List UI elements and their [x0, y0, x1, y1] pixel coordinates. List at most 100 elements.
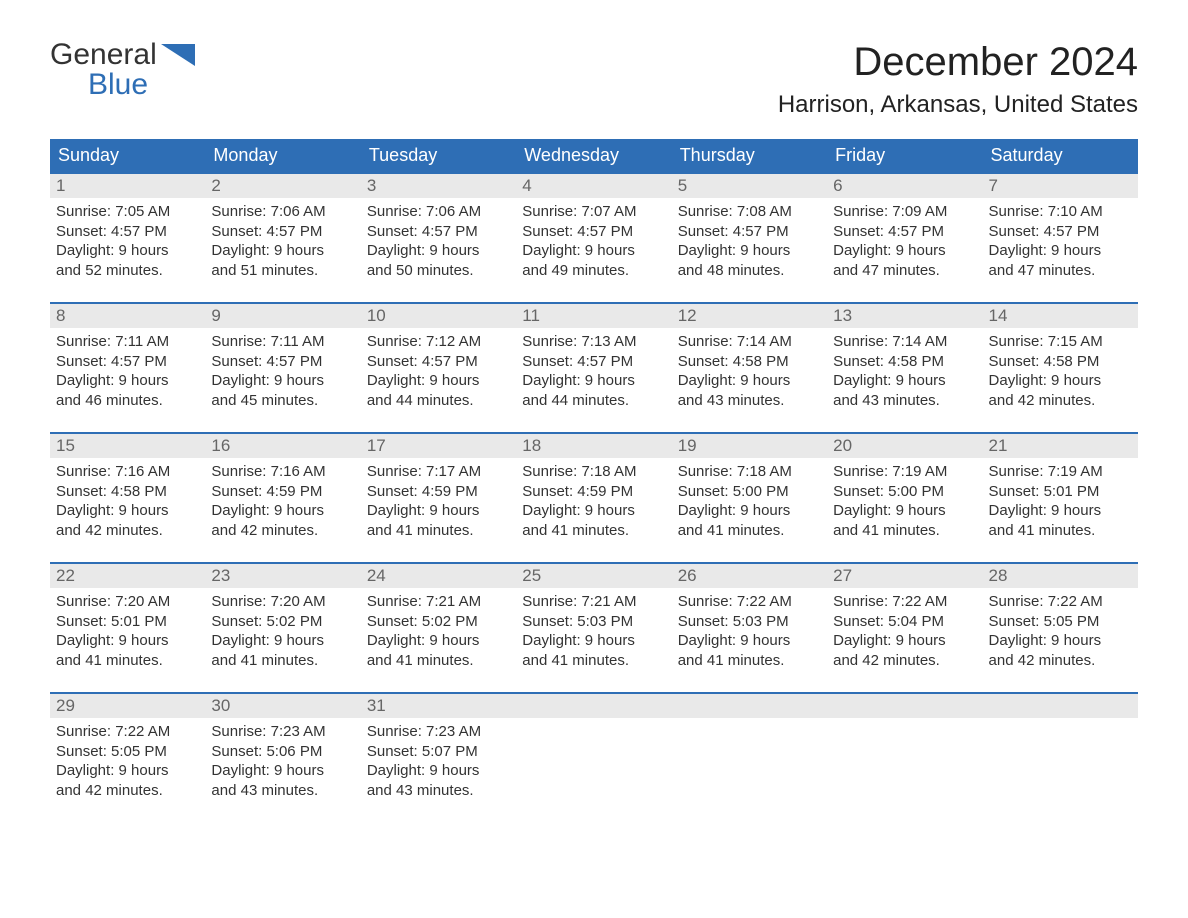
daylight-line-2: and 49 minutes.: [522, 261, 665, 281]
day-body: Sunrise: 7:08 AMSunset: 4:57 PMDaylight:…: [672, 198, 827, 286]
day-header-cell: Thursday: [672, 139, 827, 172]
sunrise-line: Sunrise: 7:21 AM: [367, 592, 510, 612]
sunset-line: Sunset: 4:59 PM: [367, 482, 510, 502]
sunset-line: Sunset: 4:58 PM: [989, 352, 1132, 372]
daylight-line-2: and 42 minutes.: [989, 391, 1132, 411]
sunrise-line: Sunrise: 7:20 AM: [211, 592, 354, 612]
calendar-day-header: SundayMondayTuesdayWednesdayThursdayFrid…: [50, 139, 1138, 172]
sunrise-line: Sunrise: 7:10 AM: [989, 202, 1132, 222]
day-body: Sunrise: 7:12 AMSunset: 4:57 PMDaylight:…: [361, 328, 516, 416]
daylight-line-1: Daylight: 9 hours: [367, 631, 510, 651]
daylight-line-1: Daylight: 9 hours: [56, 501, 199, 521]
day-body: Sunrise: 7:21 AMSunset: 5:02 PMDaylight:…: [361, 588, 516, 676]
sunset-line: Sunset: 4:59 PM: [211, 482, 354, 502]
calendar-day: 19Sunrise: 7:18 AMSunset: 5:00 PMDayligh…: [672, 434, 827, 546]
calendar-day: 1Sunrise: 7:05 AMSunset: 4:57 PMDaylight…: [50, 174, 205, 286]
daylight-line-2: and 48 minutes.: [678, 261, 821, 281]
calendar-week: 22Sunrise: 7:20 AMSunset: 5:01 PMDayligh…: [50, 562, 1138, 676]
daylight-line-1: Daylight: 9 hours: [367, 761, 510, 781]
sunrise-line: Sunrise: 7:22 AM: [678, 592, 821, 612]
sunrise-line: Sunrise: 7:18 AM: [678, 462, 821, 482]
sunrise-line: Sunrise: 7:11 AM: [56, 332, 199, 352]
day-header-cell: Friday: [827, 139, 982, 172]
daylight-line-2: and 44 minutes.: [367, 391, 510, 411]
day-number: 19: [672, 434, 827, 458]
day-header-cell: Sunday: [50, 139, 205, 172]
calendar-day: 24Sunrise: 7:21 AMSunset: 5:02 PMDayligh…: [361, 564, 516, 676]
sunrise-line: Sunrise: 7:22 AM: [833, 592, 976, 612]
sunset-line: Sunset: 5:04 PM: [833, 612, 976, 632]
sunset-line: Sunset: 4:58 PM: [678, 352, 821, 372]
daylight-line-2: and 42 minutes.: [833, 651, 976, 671]
daylight-line-1: Daylight: 9 hours: [522, 241, 665, 261]
sunrise-line: Sunrise: 7:23 AM: [211, 722, 354, 742]
sunrise-line: Sunrise: 7:22 AM: [56, 722, 199, 742]
calendar-day: 21Sunrise: 7:19 AMSunset: 5:01 PMDayligh…: [983, 434, 1138, 546]
daylight-line-2: and 51 minutes.: [211, 261, 354, 281]
sunrise-line: Sunrise: 7:12 AM: [367, 332, 510, 352]
daylight-line-2: and 42 minutes.: [56, 521, 199, 541]
day-number: 15: [50, 434, 205, 458]
daylight-line-2: and 52 minutes.: [56, 261, 199, 281]
day-number: 8: [50, 304, 205, 328]
daylight-line-1: Daylight: 9 hours: [833, 501, 976, 521]
sunset-line: Sunset: 4:57 PM: [211, 222, 354, 242]
day-number: 31: [361, 694, 516, 718]
daylight-line-2: and 42 minutes.: [56, 781, 199, 801]
sunset-line: Sunset: 5:02 PM: [367, 612, 510, 632]
calendar-day: 4Sunrise: 7:07 AMSunset: 4:57 PMDaylight…: [516, 174, 671, 286]
day-number: 1: [50, 174, 205, 198]
daylight-line-1: Daylight: 9 hours: [211, 761, 354, 781]
calendar-day: 23Sunrise: 7:20 AMSunset: 5:02 PMDayligh…: [205, 564, 360, 676]
calendar-day: 31Sunrise: 7:23 AMSunset: 5:07 PMDayligh…: [361, 694, 516, 806]
day-number: 30: [205, 694, 360, 718]
calendar-week: 29Sunrise: 7:22 AMSunset: 5:05 PMDayligh…: [50, 692, 1138, 806]
daylight-line-2: and 47 minutes.: [833, 261, 976, 281]
daylight-line-2: and 44 minutes.: [522, 391, 665, 411]
day-number: 27: [827, 564, 982, 588]
day-number: .: [672, 694, 827, 718]
calendar-day: 18Sunrise: 7:18 AMSunset: 4:59 PMDayligh…: [516, 434, 671, 546]
logo: General Blue: [50, 40, 195, 100]
calendar-day: 7Sunrise: 7:10 AMSunset: 4:57 PMDaylight…: [983, 174, 1138, 286]
sunrise-line: Sunrise: 7:20 AM: [56, 592, 199, 612]
sunset-line: Sunset: 4:58 PM: [833, 352, 976, 372]
day-number: 10: [361, 304, 516, 328]
day-number: 11: [516, 304, 671, 328]
sunset-line: Sunset: 4:58 PM: [56, 482, 199, 502]
sunrise-line: Sunrise: 7:06 AM: [211, 202, 354, 222]
sunset-line: Sunset: 4:57 PM: [211, 352, 354, 372]
daylight-line-1: Daylight: 9 hours: [522, 501, 665, 521]
sunset-line: Sunset: 5:03 PM: [522, 612, 665, 632]
day-number: 28: [983, 564, 1138, 588]
daylight-line-1: Daylight: 9 hours: [56, 371, 199, 391]
daylight-line-1: Daylight: 9 hours: [989, 631, 1132, 651]
daylight-line-2: and 43 minutes.: [678, 391, 821, 411]
calendar-day: 28Sunrise: 7:22 AMSunset: 5:05 PMDayligh…: [983, 564, 1138, 676]
daylight-line-1: Daylight: 9 hours: [211, 501, 354, 521]
daylight-line-1: Daylight: 9 hours: [522, 371, 665, 391]
daylight-line-1: Daylight: 9 hours: [367, 241, 510, 261]
sunrise-line: Sunrise: 7:14 AM: [833, 332, 976, 352]
day-number: 2: [205, 174, 360, 198]
day-body: Sunrise: 7:23 AMSunset: 5:06 PMDaylight:…: [205, 718, 360, 806]
sunset-line: Sunset: 5:02 PM: [211, 612, 354, 632]
day-number: .: [983, 694, 1138, 718]
sunset-line: Sunset: 4:57 PM: [833, 222, 976, 242]
calendar-day: 9Sunrise: 7:11 AMSunset: 4:57 PMDaylight…: [205, 304, 360, 416]
day-number: 29: [50, 694, 205, 718]
day-number: 21: [983, 434, 1138, 458]
calendar-day: 29Sunrise: 7:22 AMSunset: 5:05 PMDayligh…: [50, 694, 205, 806]
daylight-line-1: Daylight: 9 hours: [522, 631, 665, 651]
calendar-day: .: [672, 694, 827, 806]
sunset-line: Sunset: 4:57 PM: [522, 222, 665, 242]
day-number: 5: [672, 174, 827, 198]
daylight-line-1: Daylight: 9 hours: [989, 501, 1132, 521]
sunset-line: Sunset: 4:57 PM: [56, 352, 199, 372]
day-number: 4: [516, 174, 671, 198]
calendar-day: 12Sunrise: 7:14 AMSunset: 4:58 PMDayligh…: [672, 304, 827, 416]
calendar-day: 13Sunrise: 7:14 AMSunset: 4:58 PMDayligh…: [827, 304, 982, 416]
day-body: Sunrise: 7:07 AMSunset: 4:57 PMDaylight:…: [516, 198, 671, 286]
day-header-cell: Tuesday: [361, 139, 516, 172]
header: General Blue December 2024 Harrison, Ark…: [50, 40, 1138, 119]
